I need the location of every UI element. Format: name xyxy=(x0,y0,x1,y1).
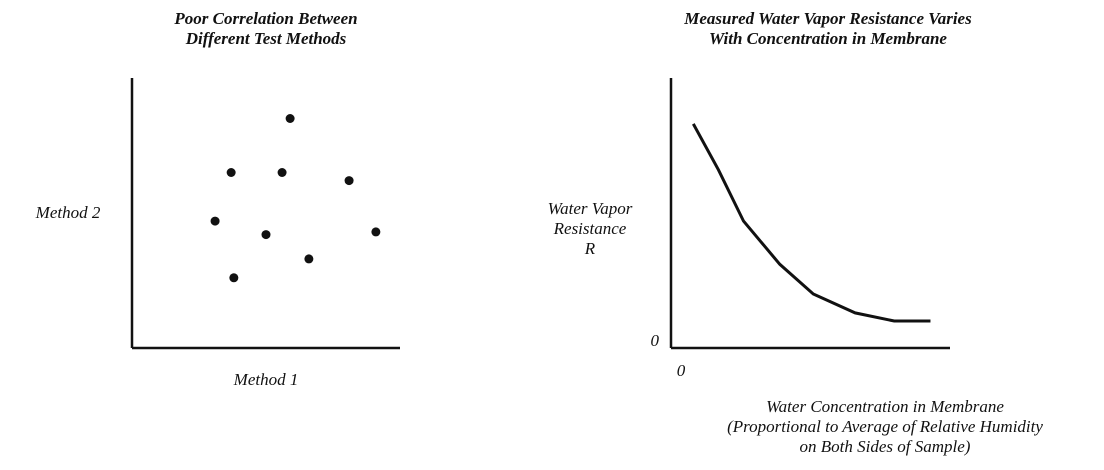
scatter-point xyxy=(226,168,236,177)
scatter-point xyxy=(229,273,239,283)
x-tick-label: 0 xyxy=(677,361,686,380)
chart-title: Measured Water Vapor Resistance Varies xyxy=(683,9,972,28)
chart-title: Different Test Methods xyxy=(185,29,347,48)
y-axis-label: Method 2 xyxy=(35,203,101,222)
scatter-point xyxy=(277,168,287,177)
x-axis-label: on Both Sides of Sample) xyxy=(800,437,971,456)
chart-title: Poor Correlation Between xyxy=(173,9,357,28)
line xyxy=(692,123,931,323)
y-axis-label: R xyxy=(584,239,596,258)
y-axis-label: Water Vapor xyxy=(548,199,633,218)
x-axis-label: Water Concentration in Membrane xyxy=(766,397,1004,416)
x-axis-label: (Proportional to Average of Relative Hum… xyxy=(727,417,1043,436)
scatter-point xyxy=(344,176,354,186)
scatter-point xyxy=(285,114,295,123)
x-axis-label: Method 1 xyxy=(233,370,299,389)
chart-title: With Concentration in Membrane xyxy=(709,29,947,48)
scatter-point xyxy=(210,216,220,226)
scatter-point xyxy=(261,230,271,240)
scatter-point xyxy=(371,227,381,237)
y-tick-label: 0 xyxy=(651,331,660,350)
y-axis-label: Resistance xyxy=(553,219,627,238)
scatter-point xyxy=(304,254,314,264)
